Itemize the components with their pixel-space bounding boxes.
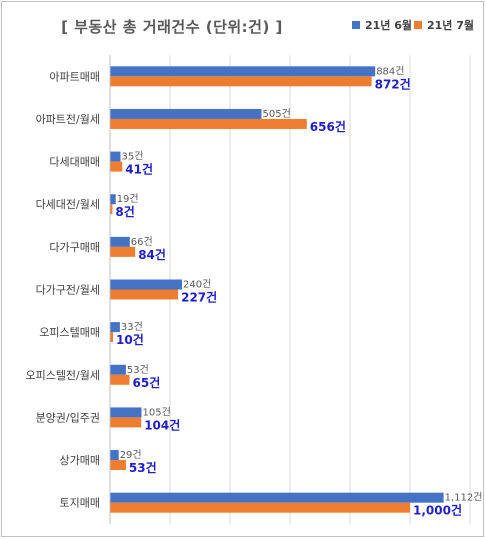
- bar-june: [110, 151, 121, 162]
- data-label-june: 66건: [131, 236, 153, 248]
- bar-june: [110, 450, 119, 461]
- data-label-july: 41건: [125, 162, 153, 177]
- category-label: 오피스텔매매: [39, 326, 100, 339]
- data-label-june: 35건: [122, 151, 144, 163]
- bar-july: [110, 417, 142, 428]
- bar-july: [110, 161, 123, 172]
- legend-swatch-series-1: [352, 21, 360, 29]
- data-label-july: 53건: [129, 460, 157, 475]
- bar-june: [110, 66, 376, 77]
- category-label: 오피스텔전/월세: [25, 369, 100, 382]
- data-label-july: 8건: [115, 204, 134, 219]
- data-label-july: 1,000건: [413, 503, 462, 518]
- data-label-june: 1,112건: [445, 492, 483, 504]
- bar-july: [110, 118, 307, 129]
- data-label-june: 505건: [263, 108, 291, 120]
- bar-july: [110, 76, 372, 87]
- bar-june: [110, 108, 262, 119]
- data-label-july: 10건: [116, 332, 144, 347]
- legend-item-series-2: 21년 7월: [414, 17, 474, 33]
- bar-july: [110, 289, 179, 300]
- bar-june: [110, 364, 126, 375]
- bar-june: [110, 236, 130, 247]
- data-label-june: 33건: [121, 321, 143, 333]
- data-label-june: 29건: [120, 449, 142, 461]
- bar-july: [110, 246, 136, 257]
- data-label-july: 104건: [144, 417, 180, 432]
- legend-label-series-1: 21년 6월: [365, 19, 413, 32]
- bar-june: [110, 279, 182, 290]
- category-label: 토지매매: [60, 497, 100, 510]
- legend-item-series-1: 21년 6월: [352, 17, 412, 33]
- bar-july: [110, 502, 410, 513]
- bar-june: [110, 322, 120, 333]
- legend-swatch-series-2: [414, 21, 422, 29]
- bar-july: [110, 332, 113, 343]
- category-label: 다세대전/월세: [36, 198, 100, 211]
- category-label: 다가구전/월세: [36, 284, 100, 297]
- data-label-july: 227건: [181, 290, 217, 305]
- data-label-july: 656건: [310, 119, 346, 134]
- legend-label-series-2: 21년 7월: [427, 19, 475, 32]
- category-label: 상가매매: [60, 454, 100, 467]
- category-label: 다가구매매: [49, 241, 100, 254]
- category-label: 다세대매매: [49, 156, 100, 169]
- data-label-july: 84건: [138, 247, 166, 262]
- data-label-june: 19건: [117, 193, 139, 205]
- bar-july: [110, 374, 130, 385]
- category-label: 분양권/입주권: [36, 411, 100, 424]
- bar-july: [110, 204, 113, 215]
- data-label-july: 872건: [375, 76, 411, 91]
- bar-june: [110, 492, 444, 503]
- category-label: 아파트전/월세: [36, 113, 100, 126]
- data-label-july: 65건: [133, 375, 161, 390]
- data-label-june: 884건: [376, 65, 404, 77]
- bar-june: [110, 194, 116, 205]
- data-label-june: 53건: [127, 364, 149, 376]
- category-label: 아파트매매: [49, 70, 100, 83]
- data-label-june: 105건: [143, 406, 171, 418]
- chart-title: [ 부동산 총 거래건수 (단위:건) ]: [61, 18, 283, 36]
- bar-june: [110, 407, 142, 418]
- bar-july: [110, 460, 126, 471]
- data-label-june: 240건: [183, 279, 211, 291]
